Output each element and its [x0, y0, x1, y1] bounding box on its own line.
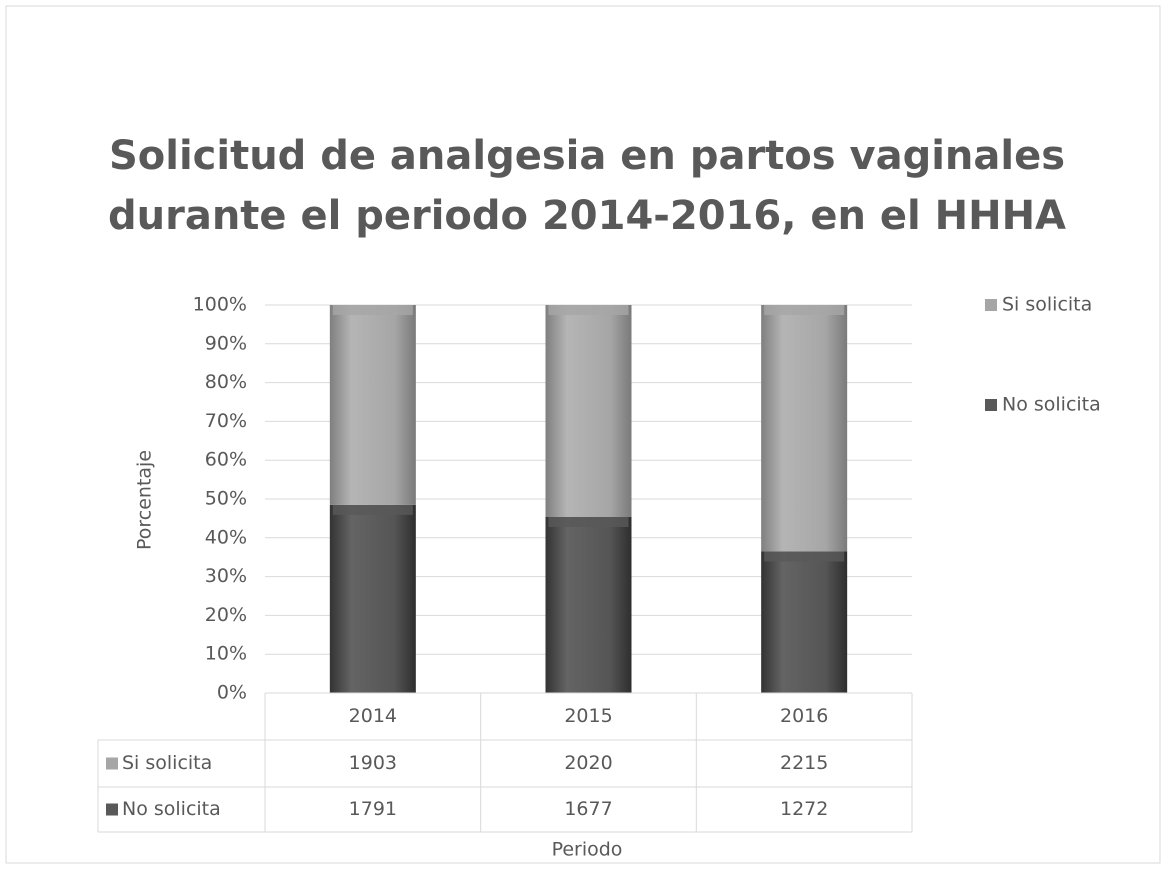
- y-tick-label: 80%: [205, 371, 247, 393]
- table-value: 1903: [349, 752, 397, 774]
- legend-label: Si solicita: [1002, 294, 1092, 316]
- table-key: [106, 803, 118, 816]
- bar-segment: [329, 504, 416, 693]
- bar-bevel: [764, 551, 845, 562]
- bar-segment: [545, 516, 632, 693]
- y-tick-label: 20%: [205, 604, 247, 626]
- chart-title: durante el periodo 2014-2016, en el HHHA: [108, 193, 1066, 239]
- bar-segment: [761, 305, 848, 552]
- table-row-label: No solicita: [122, 798, 221, 820]
- table-key: [106, 757, 118, 770]
- table-value: 2020: [564, 752, 612, 774]
- chart-title: Solicitud de analgesia en partos vaginal…: [109, 133, 1065, 179]
- table-value: 1677: [564, 798, 612, 820]
- bar-bevel: [764, 305, 845, 315]
- bar-bevel: [332, 305, 413, 315]
- bar-bevel: [548, 305, 629, 315]
- y-tick-label: 90%: [205, 332, 247, 354]
- bar-bevel: [548, 516, 629, 527]
- x-axis-label: Periodo: [552, 839, 623, 861]
- table-value: 2215: [780, 752, 828, 774]
- bar-segment: [761, 551, 848, 693]
- legend-key: [985, 299, 997, 311]
- legend-key: [985, 399, 997, 411]
- x-tick-label: 2014: [349, 705, 397, 727]
- table-value: 1791: [349, 798, 397, 820]
- y-tick-label: 50%: [205, 488, 247, 510]
- y-tick-label: 10%: [205, 643, 247, 665]
- y-tick-label: 0%: [217, 682, 247, 704]
- table-row-label: Si solicita: [122, 752, 212, 774]
- y-axis-label: Porcentaje: [134, 450, 156, 550]
- y-tick-label: 30%: [205, 565, 247, 587]
- y-tick-label: 40%: [205, 526, 247, 548]
- y-tick-label: 100%: [193, 294, 247, 316]
- table-value: 1272: [780, 798, 828, 820]
- y-tick-label: 70%: [205, 410, 247, 432]
- x-tick-label: 2016: [780, 705, 828, 727]
- bar-segment: [545, 305, 632, 517]
- legend-label: No solicita: [1002, 394, 1101, 416]
- bar-segment: [329, 305, 416, 505]
- bar-bevel: [332, 504, 413, 515]
- x-tick-label: 2015: [564, 705, 612, 727]
- y-tick-label: 60%: [205, 449, 247, 471]
